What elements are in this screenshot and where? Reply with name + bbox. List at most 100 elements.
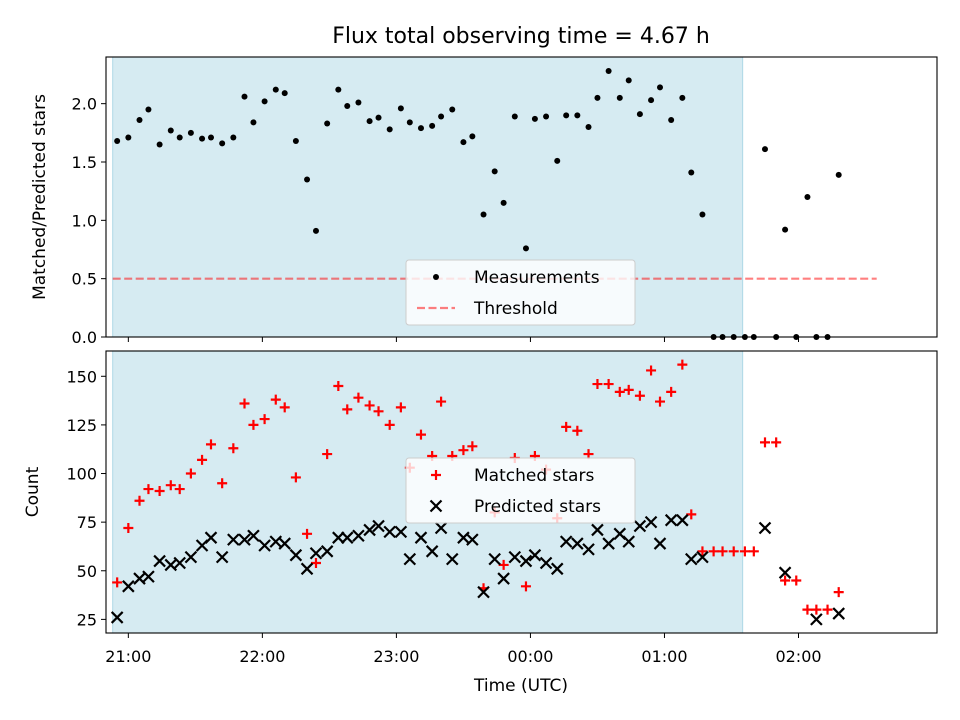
measurement-point	[241, 93, 248, 100]
measurement-point	[304, 176, 311, 183]
predicted-star-point	[633, 519, 647, 533]
predicted-star-point	[122, 580, 135, 593]
matched-star-point	[614, 386, 625, 397]
axes-frame	[105, 56, 938, 338]
measurement-point	[176, 134, 183, 141]
matched-star-point	[310, 557, 321, 568]
measurement-point	[125, 134, 132, 141]
predicted-star-point	[622, 535, 636, 548]
y-tick-label: 0.0	[72, 328, 97, 347]
measurement-point	[679, 94, 686, 101]
matched-star-point	[708, 546, 719, 557]
matched-star-point	[728, 546, 739, 557]
predicted-star-point	[238, 533, 251, 546]
measurement-point	[782, 226, 789, 233]
matched-star-point	[467, 441, 478, 452]
predicted-star-point	[227, 533, 240, 546]
x-tick-label: 22:00	[239, 647, 285, 666]
predicted-star-point	[110, 611, 124, 624]
legend: Measurements Threshold	[405, 259, 636, 326]
predicted-star-point	[550, 562, 564, 576]
predicted-star-point	[591, 523, 604, 537]
measurement-point	[199, 135, 206, 142]
y-tick-label: 150	[66, 367, 97, 386]
matched-star-point	[697, 546, 708, 557]
predicted-star-point	[352, 529, 365, 543]
measurement-point	[480, 211, 487, 218]
y-tick-label: 125	[66, 416, 97, 435]
matched-star-point	[833, 587, 844, 598]
y-tick-label: 0.5	[72, 270, 97, 289]
measurement-point	[167, 127, 174, 134]
y-tick-label: 75	[77, 513, 97, 532]
matched-star-point	[811, 604, 822, 615]
measurement-point	[136, 117, 143, 123]
legend-label: Threshold	[473, 299, 558, 319]
matched-star-point	[165, 480, 176, 491]
measurement-point	[574, 112, 581, 119]
matched-star-point	[112, 577, 123, 588]
measurement-point	[272, 86, 279, 93]
matched-star-point	[384, 419, 395, 430]
measurement-point	[366, 118, 373, 125]
legend-marker-predicted	[429, 499, 443, 513]
y-tick-label: 50	[77, 562, 97, 581]
matched-star-point	[290, 472, 301, 483]
measurement-point	[406, 119, 413, 126]
matched-star-point	[759, 437, 770, 448]
matched-star-point	[646, 365, 657, 376]
measurement-point	[156, 141, 163, 148]
matched-star-point	[583, 449, 594, 460]
predicted-star-point	[289, 548, 303, 562]
measurement-point	[219, 140, 226, 147]
x-tick-label: 01:00	[641, 647, 687, 666]
matched-star-point	[270, 394, 281, 405]
predicted-star-point	[508, 550, 522, 564]
matched-star-point	[302, 528, 313, 539]
measurement-point	[292, 138, 299, 144]
measurement-point	[543, 113, 550, 120]
matched-star-point	[279, 402, 290, 413]
measurement-point	[616, 94, 623, 101]
matched-star-point	[342, 404, 353, 415]
matched-star-point	[185, 468, 196, 479]
matched-star-point	[248, 419, 259, 430]
measurement-point	[355, 99, 362, 106]
measurement-point	[335, 86, 342, 93]
matched-star-point	[415, 429, 426, 440]
predicted-star-point	[571, 537, 584, 550]
predicted-star-point	[320, 545, 334, 558]
measurement-point	[324, 120, 331, 127]
measurement-point	[563, 112, 570, 119]
matched-star-point	[634, 390, 645, 401]
y-tick-label: 2.0	[72, 95, 97, 114]
predicted-star-point	[528, 548, 542, 562]
measurement-point	[500, 199, 507, 206]
matched-star-point	[123, 522, 134, 533]
predicted-star-point	[309, 546, 323, 560]
measurement-point	[417, 125, 424, 132]
predicted-star-point	[340, 531, 354, 544]
matched-star-point	[353, 392, 364, 403]
y-tick-label: 1.5	[72, 153, 97, 172]
predicted-star-point	[539, 556, 553, 570]
y-tick-label: 25	[77, 610, 97, 629]
predicted-star-point	[778, 566, 792, 579]
predicted-star-point	[278, 537, 291, 550]
matched-star-point	[217, 478, 228, 489]
legend-box	[405, 457, 636, 524]
measurement-point	[207, 134, 214, 141]
predicted-star-point	[664, 513, 678, 527]
predicted-star-point	[810, 613, 823, 626]
matched-star-point	[572, 425, 583, 436]
x-tick-label: 00:00	[507, 647, 553, 666]
predicted-star-point	[153, 554, 166, 568]
measurement-point	[625, 77, 632, 84]
measurement-point	[522, 245, 529, 252]
predicted-star-point	[582, 543, 595, 556]
measurement-point	[511, 113, 518, 120]
legend-label: Predicted stars	[474, 497, 601, 517]
matched-star-point	[154, 486, 165, 497]
predicted-star-point	[403, 552, 417, 566]
